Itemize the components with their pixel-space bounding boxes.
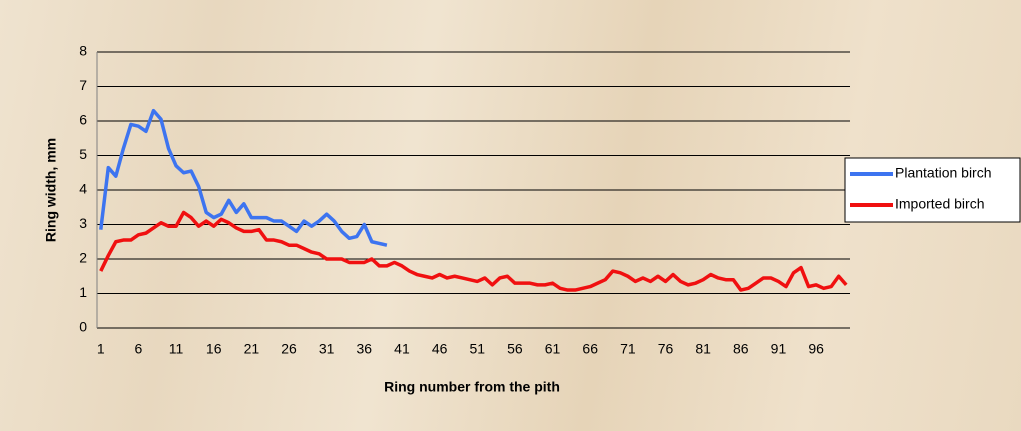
y-tick-label: 2 [79,250,87,266]
legend-box [844,157,1021,223]
x-axis-title: Ring number from the pith [384,379,560,395]
legend-label: Imported birch [895,196,984,212]
x-tick-label: 16 [206,341,222,357]
x-tick-label: 61 [545,341,561,357]
x-tick-label: 51 [469,341,485,357]
x-tick-label: 11 [169,341,184,357]
x-tick-label: 31 [319,341,335,357]
y-tick-label: 6 [79,112,87,128]
x-tick-label: 1 [97,341,105,357]
y-tick-label: 7 [79,77,87,93]
x-tick-label: 66 [582,341,598,357]
x-tick-label: 76 [658,341,674,357]
x-tick-label: 46 [432,341,448,357]
y-tick-label: 5 [79,146,87,162]
x-tick-label: 21 [244,341,260,357]
x-tick-label: 56 [507,341,523,357]
x-tick-label: 26 [281,341,297,357]
y-tick-label: 0 [79,319,87,335]
x-tick-label: 86 [733,341,749,357]
y-tick-label: 8 [79,43,87,59]
x-tick-label: 96 [808,341,824,357]
y-tick-label: 3 [79,215,87,231]
x-tick-label: 71 [620,341,636,357]
y-tick-label: 4 [79,181,87,197]
legend-label: Plantation birch [895,165,992,181]
data-line [99,210,848,292]
x-tick-label: 36 [357,341,373,357]
y-axis-title: Ring width, mm [43,138,59,242]
x-tick-label: 41 [394,341,410,357]
x-tick-label: 91 [771,341,787,357]
y-tick-label: 1 [79,284,87,300]
x-tick-label: 6 [135,341,143,357]
data-line [99,108,388,247]
x-tick-label: 81 [695,341,711,357]
